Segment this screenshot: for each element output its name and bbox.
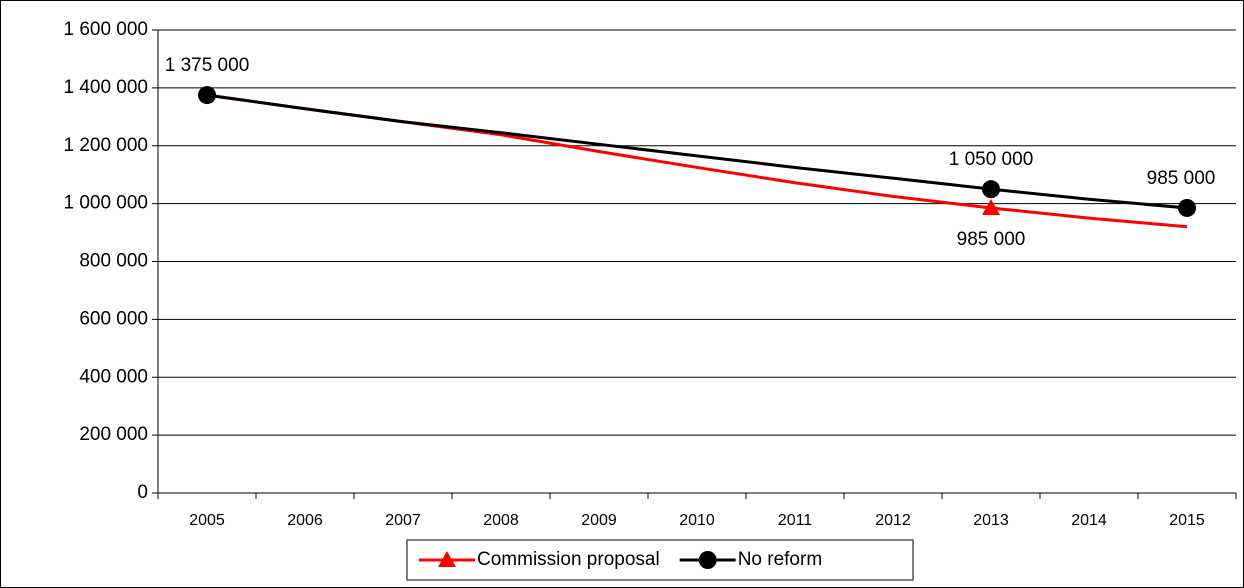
data-label: 1 375 000 <box>165 55 250 76</box>
y-tick-label: 1 200 000 <box>63 135 148 156</box>
marker <box>982 180 1000 199</box>
x-tick-label: 2013 <box>973 512 1009 529</box>
y-tick-label: 800 000 <box>79 251 148 272</box>
marker <box>198 86 216 105</box>
x-tick-label: 2005 <box>189 512 225 529</box>
x-tick-label: 2011 <box>778 512 813 529</box>
x-tick-label: 2007 <box>385 512 421 529</box>
y-tick-label: 1 600 000 <box>63 19 148 40</box>
y-tick-label: 600 000 <box>79 308 148 329</box>
series-line <box>206 93 1188 210</box>
x-tick-label: 2012 <box>875 512 911 529</box>
legend-label: No reform <box>738 549 822 570</box>
legend-box <box>406 539 914 581</box>
y-tick-label: 0 <box>137 482 148 503</box>
marker <box>982 198 1000 215</box>
y-tick-label: 200 000 <box>79 424 148 445</box>
x-tick-label: 2010 <box>679 512 715 529</box>
x-tick-label: 2014 <box>1071 512 1107 529</box>
legend-marker <box>698 551 717 569</box>
data-label: 985 000 <box>957 229 1026 250</box>
marker <box>1178 198 1196 217</box>
x-tick-label: 2015 <box>1169 512 1205 529</box>
legend-marker <box>438 551 456 567</box>
y-tick-label: 400 000 <box>79 366 148 387</box>
legend-label: Commission proposal <box>477 549 660 570</box>
x-tick-label: 2009 <box>581 512 617 529</box>
y-tick-label: 1 400 000 <box>63 77 148 98</box>
x-tick-label: 2008 <box>483 512 519 529</box>
y-tick-label: 1 000 000 <box>63 193 148 214</box>
x-tick-label: 2006 <box>287 512 323 529</box>
data-label: 1 050 000 <box>949 149 1034 170</box>
data-label: 985 000 <box>1147 168 1216 189</box>
